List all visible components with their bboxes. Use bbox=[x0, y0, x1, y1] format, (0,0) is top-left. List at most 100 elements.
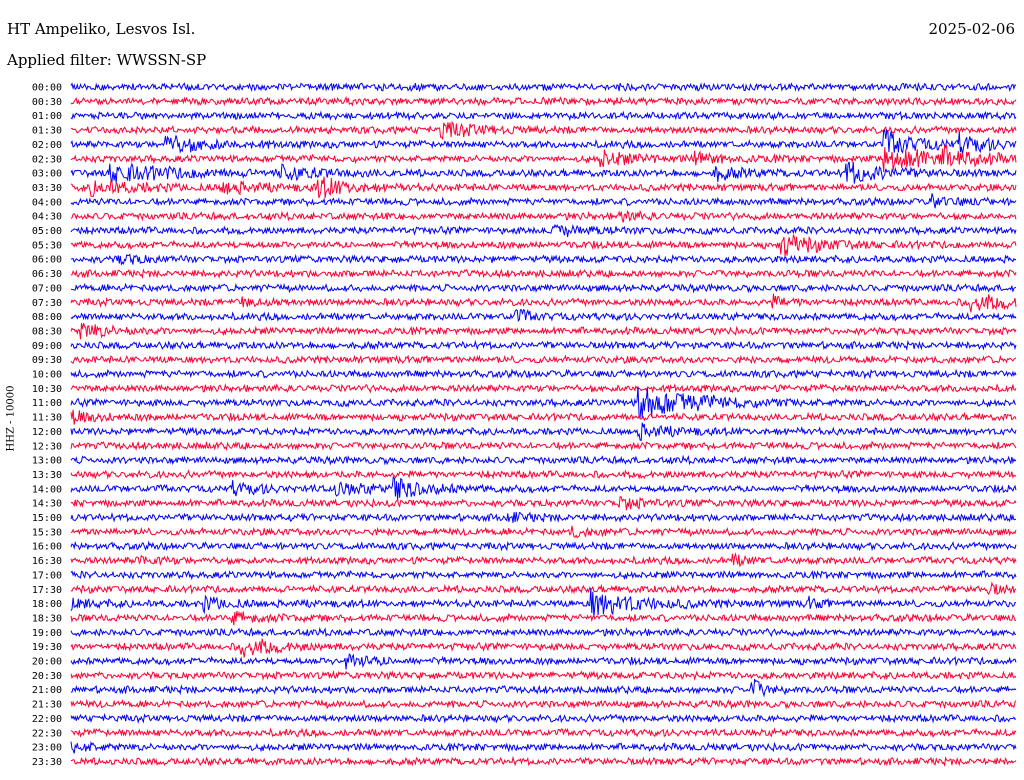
row-time-label: 09:00 bbox=[32, 341, 62, 352]
trace-line bbox=[70, 386, 1017, 419]
trace-line bbox=[70, 422, 1017, 442]
row-time-label: 00:30 bbox=[32, 97, 62, 108]
trace-line bbox=[70, 496, 1017, 511]
row-time-label: 14:00 bbox=[32, 484, 62, 495]
trace-line bbox=[70, 282, 1017, 294]
trace-line bbox=[70, 740, 1017, 754]
trace-line bbox=[70, 110, 1017, 122]
row-time-label: 06:00 bbox=[32, 255, 62, 266]
trace-line bbox=[70, 540, 1017, 552]
trace-line bbox=[70, 308, 1017, 323]
row-time-label: 22:00 bbox=[32, 714, 62, 725]
trace-group bbox=[70, 81, 1017, 767]
trace-line bbox=[70, 588, 1017, 618]
row-time-label: 16:00 bbox=[32, 542, 62, 553]
row-time-label: 20:00 bbox=[32, 657, 62, 668]
row-time-label: 14:30 bbox=[32, 499, 62, 510]
date-label: 2025-02-06 bbox=[928, 20, 1015, 38]
row-time-label: 03:30 bbox=[32, 183, 62, 194]
trace-line bbox=[70, 678, 1017, 698]
trace-line bbox=[70, 193, 1017, 209]
trace-line bbox=[70, 653, 1017, 670]
filter-label: Applied filter: WWSSN-SP bbox=[7, 51, 207, 69]
row-time-label: 08:30 bbox=[32, 326, 62, 337]
row-time-label: 20:30 bbox=[32, 671, 62, 682]
trace-line bbox=[70, 475, 1017, 501]
trace-line bbox=[70, 234, 1017, 257]
row-time-label: 08:00 bbox=[32, 312, 62, 323]
row-time-label: 21:30 bbox=[32, 700, 62, 711]
row-time-label: 01:00 bbox=[32, 111, 62, 122]
row-time-label: 04:30 bbox=[32, 212, 62, 223]
trace-line bbox=[70, 670, 1017, 681]
row-time-label: 05:30 bbox=[32, 240, 62, 251]
trace-line bbox=[70, 368, 1017, 380]
row-time-label: 07:30 bbox=[32, 298, 62, 309]
trace-line bbox=[70, 383, 1017, 394]
row-time-label: 16:30 bbox=[32, 556, 62, 567]
row-time-label: 11:30 bbox=[32, 413, 62, 424]
row-time-label: 23:00 bbox=[32, 743, 62, 754]
row-time-label: 17:00 bbox=[32, 570, 62, 581]
row-time-label: 13:30 bbox=[32, 470, 62, 481]
trace-line bbox=[70, 626, 1017, 638]
row-time-label: 19:00 bbox=[32, 628, 62, 639]
row-time-label: 23:30 bbox=[32, 757, 62, 768]
trace-line bbox=[70, 209, 1017, 223]
row-time-label: 13:00 bbox=[32, 456, 62, 467]
row-time-label: 12:00 bbox=[32, 427, 62, 438]
row-time-label: 02:30 bbox=[32, 154, 62, 165]
trace-line bbox=[70, 469, 1017, 480]
trace-line bbox=[70, 454, 1017, 466]
row-time-label: 17:30 bbox=[32, 585, 62, 596]
trace-line bbox=[70, 144, 1017, 173]
trace-line bbox=[70, 511, 1017, 523]
row-time-label: 05:00 bbox=[32, 226, 62, 237]
trace-line bbox=[70, 95, 1017, 107]
row-time-label: 22:30 bbox=[32, 728, 62, 739]
row-time-label: 18:00 bbox=[32, 599, 62, 610]
trace-line bbox=[70, 569, 1017, 581]
row-time-label: 02:00 bbox=[32, 140, 62, 151]
trace-line bbox=[70, 128, 1017, 155]
trace-line bbox=[70, 253, 1017, 266]
trace-line bbox=[70, 712, 1017, 724]
trace-line bbox=[70, 223, 1017, 238]
trace-line bbox=[70, 552, 1017, 567]
row-time-label: 00:00 bbox=[32, 83, 62, 94]
trace-line bbox=[70, 525, 1017, 539]
trace-line bbox=[70, 581, 1017, 596]
row-time-label: 21:00 bbox=[32, 685, 62, 696]
trace-line bbox=[70, 440, 1017, 451]
trace-line bbox=[70, 727, 1017, 739]
row-time-label: 04:00 bbox=[32, 197, 62, 208]
trace-line bbox=[70, 268, 1017, 280]
trace-line bbox=[70, 698, 1017, 710]
trace-line bbox=[70, 323, 1017, 340]
trace-line bbox=[70, 354, 1017, 365]
row-time-label: 15:30 bbox=[32, 527, 62, 538]
row-time-label: 10:00 bbox=[32, 370, 62, 381]
row-time-label: 09:30 bbox=[32, 355, 62, 366]
trace-line bbox=[70, 638, 1017, 658]
row-time-label: 11:00 bbox=[32, 398, 62, 409]
row-time-label: 06:30 bbox=[32, 269, 62, 280]
row-time-label: 01:30 bbox=[32, 126, 62, 137]
trace-line bbox=[70, 610, 1017, 626]
trace-line bbox=[70, 339, 1017, 351]
trace-line bbox=[70, 161, 1017, 184]
row-label-group: 00:00 00:30 01:00 01:30 02:00 02:30 03:00 03:30… bbox=[32, 83, 62, 768]
row-time-label: 12:30 bbox=[32, 441, 62, 452]
trace-line bbox=[70, 293, 1017, 313]
row-time-label: 18:30 bbox=[32, 613, 62, 624]
station-title: HT Ampeliko, Lesvos Isl. bbox=[7, 20, 196, 38]
row-time-label: 15:00 bbox=[32, 513, 62, 524]
row-time-label: 19:30 bbox=[32, 642, 62, 653]
trace-line bbox=[70, 120, 1017, 140]
trace-line bbox=[70, 409, 1017, 425]
trace-line bbox=[71, 755, 1017, 767]
trace-line bbox=[70, 81, 1017, 93]
trace-line bbox=[70, 176, 1017, 199]
row-time-label: 07:00 bbox=[32, 283, 62, 294]
